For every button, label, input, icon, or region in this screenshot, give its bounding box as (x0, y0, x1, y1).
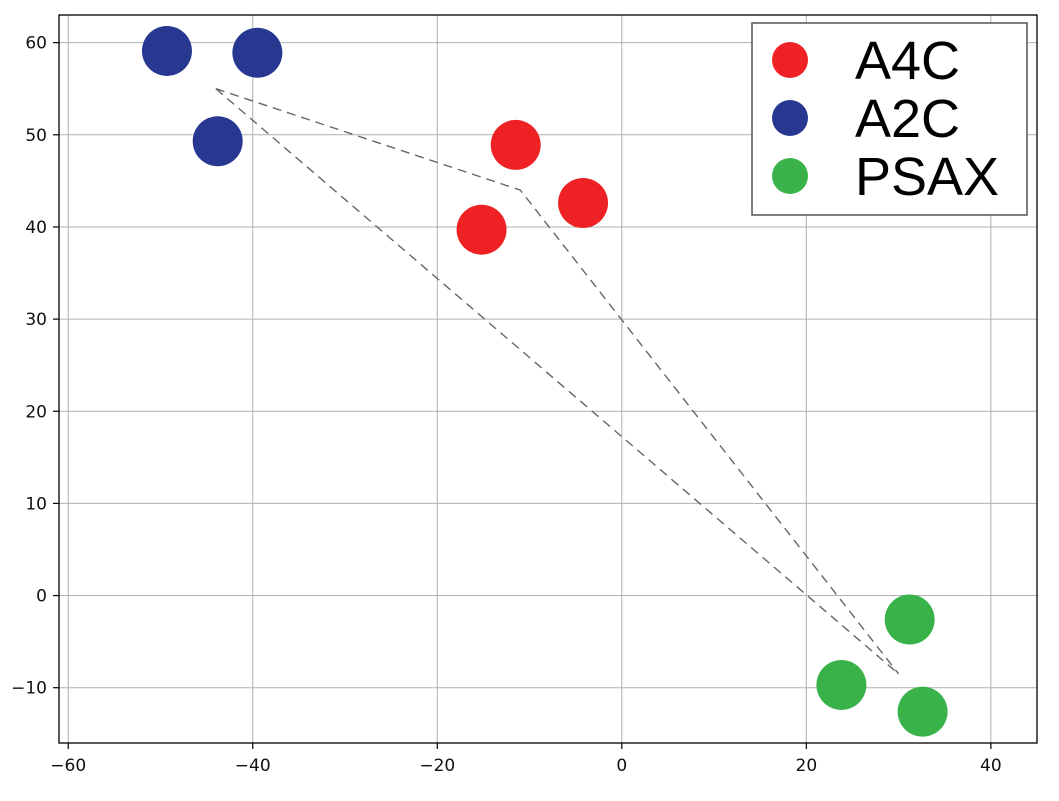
dashed-line (215, 88, 900, 675)
y-tick-label: 30 (25, 310, 47, 330)
point-a2c (192, 116, 243, 167)
point-a2c (232, 27, 283, 78)
point-psax (884, 594, 935, 645)
x-tick-label: −60 (50, 756, 86, 776)
legend-marker-psax (772, 158, 808, 194)
point-psax (897, 686, 948, 737)
axis-ticks: −60 −40 −20 0 20 40 −10 0 10 20 30 40 50 60 (11, 34, 1002, 776)
dashed-lines (215, 88, 900, 675)
x-tick-label: 0 (616, 756, 627, 776)
point-a4c (456, 204, 507, 255)
point-a2c (141, 25, 192, 76)
data-points (141, 25, 948, 737)
y-tick-label: 0 (36, 587, 47, 607)
point-a4c (558, 177, 609, 228)
legend-label-psax: PSAX (855, 147, 999, 207)
point-psax (816, 659, 867, 710)
x-tick-label: 20 (796, 756, 818, 776)
y-tick-label: 60 (25, 34, 47, 54)
legend-label-a4c: A4C (855, 31, 960, 91)
y-tick-label: 20 (25, 402, 47, 422)
y-tick-label: −10 (11, 679, 47, 699)
x-tick-label: 40 (980, 756, 1002, 776)
legend-marker-a2c (772, 100, 808, 136)
y-tick-label: 50 (25, 126, 47, 146)
legend-label-a2c: A2C (855, 89, 960, 149)
legend-marker-a4c (772, 42, 808, 78)
axes-frame (58, 14, 1038, 744)
x-tick-label: −40 (235, 756, 271, 776)
x-tick-label: −20 (419, 756, 455, 776)
y-tick-label: 10 (25, 494, 47, 514)
y-tick-label: 40 (25, 218, 47, 238)
point-a4c (490, 119, 541, 170)
